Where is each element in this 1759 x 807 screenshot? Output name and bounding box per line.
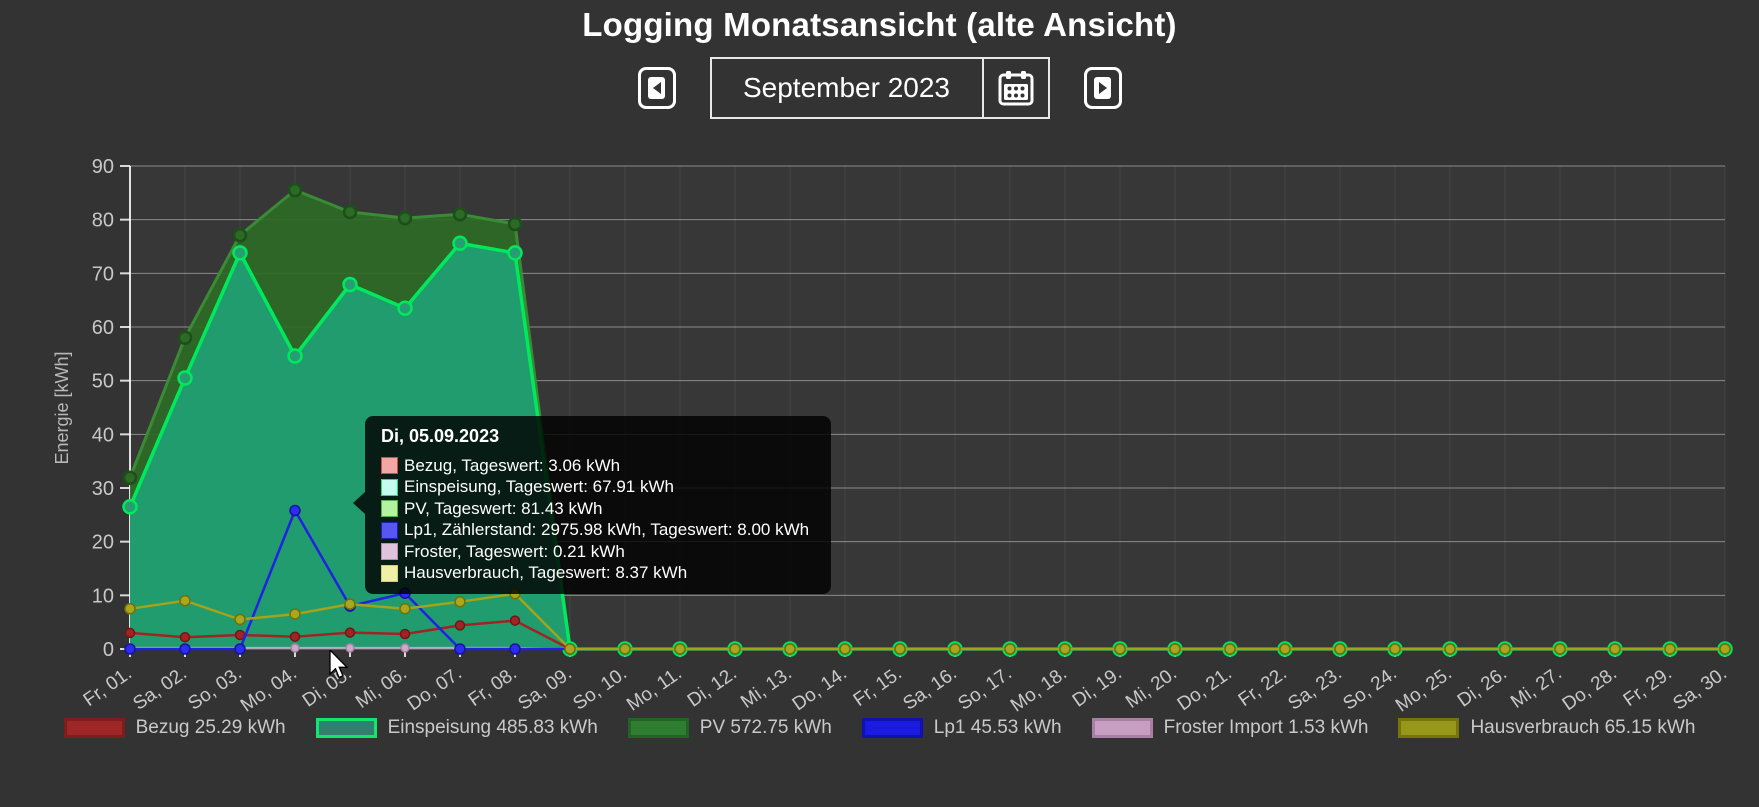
tooltip-row: Lp1, Zählerstand: 2975.98 kWh, Tageswert… xyxy=(381,520,817,542)
y-tick-label: 50 xyxy=(92,371,114,393)
tooltip-row-label: Bezug, Tageswert: 3.06 kWh xyxy=(404,455,621,475)
tooltip-series-swatch xyxy=(381,500,398,518)
chart-canvas[interactable]: 0 10 20 30 40 50 60 70 80 90 Fr, 01.Sa, 02.So, 03.… xyxy=(0,136,1759,736)
prev-month-button[interactable] xyxy=(637,67,676,109)
legend-swatch xyxy=(315,718,377,738)
month-label: September 2023 xyxy=(742,72,951,103)
x-tick-label: Do, 21. xyxy=(1174,663,1236,715)
y-tick-label: 40 xyxy=(92,424,114,446)
tooltip-series-swatch xyxy=(381,457,398,475)
tooltip-date: Di, 05.09.2023 xyxy=(381,426,500,446)
tooltip-row-label: Einspeisung, Tageswert: 67.91 kWh xyxy=(404,477,674,497)
x-tick-label: Mi, 27. xyxy=(1507,663,1566,713)
legend-swatch xyxy=(1091,718,1153,738)
left-arrow-icon xyxy=(648,77,665,99)
x-tick-label: Mo, 18. xyxy=(1007,663,1071,717)
y-tick-label: 0 xyxy=(103,639,114,661)
x-tick-label: So, 03. xyxy=(184,663,245,715)
x-tick-label: Sa, 16. xyxy=(899,663,960,715)
x-tick-label: Sa, 23. xyxy=(1284,663,1345,715)
tooltip-row-label: Lp1, Zählerstand: 2975.98 kWh, Tageswert… xyxy=(404,520,810,540)
tooltip-series-swatch xyxy=(381,564,398,582)
tooltip-row: Hausverbrauch, Tageswert: 8.37 kWh xyxy=(381,563,817,585)
tooltip-row-label: Froster, Tageswert: 0.21 kWh xyxy=(404,541,625,561)
tooltip-row-label: PV, Tageswert: 81.43 kWh xyxy=(404,498,603,518)
legend-swatch xyxy=(861,718,923,738)
x-tick-label: Di, 19. xyxy=(1069,663,1126,712)
legend-item[interactable]: Bezug 25.29 kWh xyxy=(63,717,286,739)
legend-label: Einspeisung 485.83 kWh xyxy=(387,717,598,738)
legend-label: PV 572.75 kWh xyxy=(699,717,832,738)
x-tick-label: Fr, 22. xyxy=(1235,663,1291,711)
y-tick-label: 60 xyxy=(92,317,114,339)
x-tick-label: Fr, 01. xyxy=(80,663,136,711)
x-tick-label: Mo, 25. xyxy=(1392,663,1456,717)
tooltip-rows: Bezug, Tageswert: 3.06 kWh Einspeisung, T… xyxy=(381,455,817,584)
legend-swatch xyxy=(63,718,125,738)
x-axis-labels: Fr, 01.Sa, 02.So, 03.Mo, 04.Di, 05.Mi, 0… xyxy=(80,649,1731,716)
month-select-box[interactable]: September 2023 xyxy=(709,57,1050,119)
x-tick-label: Fr, 15. xyxy=(850,663,906,711)
x-tick-label: Mo, 11. xyxy=(623,663,686,716)
legend-item[interactable]: Froster Import 1.53 kWh xyxy=(1091,717,1369,739)
next-month-button[interactable] xyxy=(1083,67,1122,109)
tooltip-row: PV, Tageswert: 81.43 kWh xyxy=(381,498,817,520)
x-tick-label: So, 17. xyxy=(954,663,1015,715)
legend-item[interactable]: PV 572.75 kWh xyxy=(627,717,832,739)
page-title: Logging Monatsansicht (alte Ansicht) xyxy=(582,6,1177,43)
y-axis-labels: 0 10 20 30 40 50 60 70 80 90 xyxy=(92,156,114,661)
x-tick-label: Do, 14. xyxy=(789,663,851,715)
series-hausverbrauch xyxy=(124,587,1731,655)
x-tick-label: Sa, 02. xyxy=(129,663,190,715)
right-arrow-icon xyxy=(1094,77,1111,99)
x-tick-label: Do, 07. xyxy=(404,663,466,715)
legend-item[interactable]: Hausverbrauch 65.15 kWh xyxy=(1398,717,1695,739)
app-root: { "header": { "title": "Logging Monatsan… xyxy=(0,6,1759,807)
x-tick-label: Di, 26. xyxy=(1454,663,1511,712)
y-tick-label: 30 xyxy=(92,478,114,500)
x-tick-label: Mi, 20. xyxy=(1122,663,1181,713)
x-tick-label: So, 24. xyxy=(1339,663,1400,715)
tooltip-row: Froster, Tageswert: 0.21 kWh xyxy=(381,541,817,563)
y-tick-label: 70 xyxy=(92,263,114,285)
y-tick-label: 80 xyxy=(92,210,114,232)
x-tick-label: So, 10. xyxy=(569,663,630,715)
x-tick-label: Fr, 29. xyxy=(1620,663,1676,711)
x-tick-label: Di, 12. xyxy=(684,663,741,712)
x-tick-label: Do, 28. xyxy=(1559,663,1621,715)
tooltip-row-label: Hausverbrauch, Tageswert: 8.37 kWh xyxy=(404,563,688,583)
legend-label: Lp1 45.53 kWh xyxy=(933,717,1062,738)
x-tick-label: Mi, 13. xyxy=(737,663,796,713)
y-axis-title: Energie [kWh] xyxy=(52,351,72,464)
tooltip-series-swatch xyxy=(381,478,398,496)
y-tick-label: 90 xyxy=(92,156,114,178)
x-tick-label: Fr, 08. xyxy=(465,663,521,711)
tooltip-row: Bezug, Tageswert: 3.06 kWh xyxy=(381,455,817,477)
y-tick-label: 20 xyxy=(92,532,114,554)
calendar-icon xyxy=(998,71,1033,106)
legend-label: Bezug 25.29 kWh xyxy=(135,717,286,738)
x-tick-label: Di, 05. xyxy=(299,663,356,712)
legend-swatch xyxy=(1398,718,1460,738)
legend-label: Froster Import 1.53 kWh xyxy=(1163,717,1369,738)
y-tick-label: 10 xyxy=(92,585,114,607)
month-nav: September 2023 xyxy=(0,57,1759,119)
tooltip-row: Einspeisung, Tageswert: 67.91 kWh xyxy=(381,477,817,499)
calendar-button[interactable] xyxy=(981,59,1048,117)
legend-item[interactable]: Lp1 45.53 kWh xyxy=(861,717,1062,739)
legend-swatch xyxy=(627,718,689,738)
x-tick-label: Sa, 09. xyxy=(514,663,575,715)
x-tick-label: Mo, 04. xyxy=(237,663,301,717)
legend-label: Hausverbrauch 65.15 kWh xyxy=(1470,717,1696,738)
legend-item[interactable]: Einspeisung 485.83 kWh xyxy=(315,717,598,739)
x-tick-label: Sa, 30. xyxy=(1669,663,1730,715)
tooltip-series-swatch xyxy=(381,521,398,539)
tooltip-series-swatch xyxy=(381,543,398,561)
chart-legend: Bezug 25.29 kWh Einspeisung 485.83 kWh PV … xyxy=(0,717,1759,739)
chart-tooltip: Di, 05.09.2023 Bezug, Tageswert: 3.06 kW… xyxy=(353,416,831,594)
x-tick-label: Mi, 06. xyxy=(352,663,411,713)
